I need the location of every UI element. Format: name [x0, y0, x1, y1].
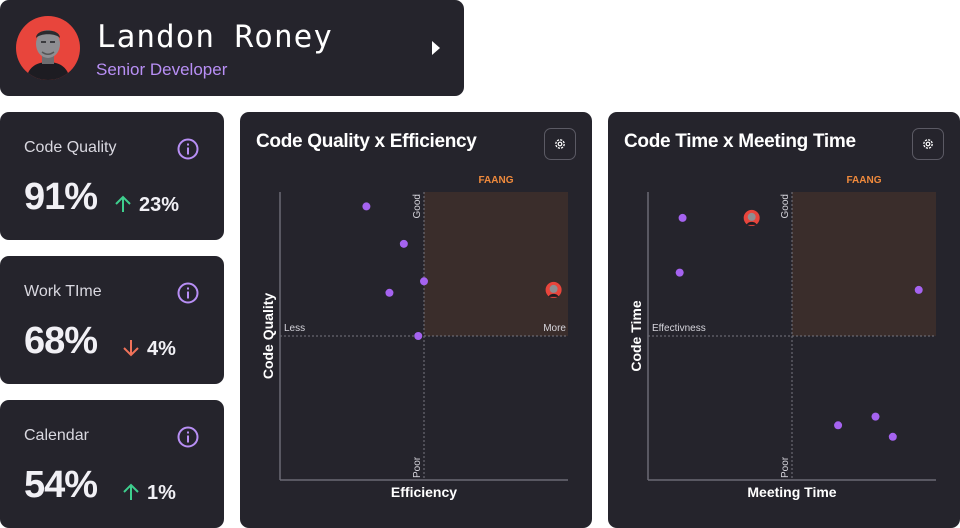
chart-settings-button[interactable]	[912, 128, 944, 160]
y-axis-label: Code Quality	[260, 293, 276, 380]
info-icon[interactable]	[177, 282, 199, 304]
y-high-marker: Good	[412, 194, 423, 218]
arrow-down-icon	[123, 340, 139, 357]
x-high-marker: More	[543, 323, 566, 334]
user-name: Landon Roney	[97, 19, 333, 55]
metric-delta: 4%	[147, 338, 176, 360]
highlighted-user-marker[interactable]	[743, 209, 760, 226]
x-low-marker: Effectivness	[652, 323, 706, 334]
highlighted-user-marker[interactable]	[545, 281, 562, 298]
scatter-point[interactable]	[888, 432, 897, 441]
metric-label: Code Quality	[24, 139, 117, 156]
chevron-right-icon[interactable]	[430, 39, 442, 57]
metric-delta: 23%	[139, 194, 180, 216]
profile-card[interactable]: Landon Roney Senior Developer	[0, 0, 464, 96]
metric-value: 91%	[24, 176, 98, 218]
chart-title: Code Quality x Efficiency	[256, 131, 477, 152]
info-icon[interactable]	[177, 138, 199, 160]
faang-quadrant	[424, 192, 568, 336]
marker-avatar-face	[549, 284, 558, 293]
gear-icon	[555, 139, 565, 149]
metric-value: 68%	[24, 320, 98, 362]
y-high-marker: Good	[780, 194, 791, 218]
marker-avatar-body	[548, 293, 559, 297]
metric-label: Calendar	[24, 427, 89, 444]
quadrant-label: FAANG	[847, 175, 882, 186]
chart-title: Code Time x Meeting Time	[624, 131, 856, 152]
chart-card-quality-efficiency: Code Quality x Efficiency FAANG Less Mor…	[240, 112, 592, 528]
gear-icon	[923, 139, 933, 149]
metric-label: Work TIme	[24, 283, 102, 300]
user-role: Senior Developer	[96, 60, 228, 79]
y-low-marker: Poor	[412, 456, 423, 478]
scatter-point[interactable]	[414, 332, 423, 340]
faang-quadrant	[792, 192, 936, 336]
metric-card-work-time: Work TIme 68% 4%	[0, 256, 224, 384]
metric-card-calendar: Calendar 54% 1%	[0, 400, 224, 528]
scatter-point[interactable]	[420, 277, 428, 286]
scatter-plot: FAANG Less More Good Poor Efficiency Cod…	[260, 175, 568, 500]
scatter-point[interactable]	[362, 202, 371, 211]
quadrant-label: FAANG	[479, 175, 514, 186]
x-axis-label: Efficiency	[391, 484, 457, 500]
scatter-point[interactable]	[871, 412, 880, 421]
scatter-plot: FAANG Effectivness Good Poor Meeting Tim…	[628, 175, 936, 500]
scatter-point[interactable]	[385, 288, 394, 297]
x-low-marker: Less	[284, 323, 305, 334]
metric-delta: 1%	[147, 482, 176, 504]
marker-avatar-face	[747, 212, 756, 221]
scatter-point[interactable]	[399, 239, 408, 248]
x-axis-label: Meeting Time	[747, 484, 836, 500]
y-low-marker: Poor	[780, 456, 791, 478]
chart-card-code-meeting: Code Time x Meeting Time FAANG Effectivn…	[608, 112, 960, 528]
avatar	[16, 16, 80, 80]
scatter-point[interactable]	[675, 268, 684, 277]
arrow-up-icon	[123, 483, 139, 500]
metric-card-code-quality: Code Quality 91% 23%	[0, 112, 224, 240]
scatter-point[interactable]	[834, 421, 843, 430]
y-axis-label: Code Time	[628, 300, 644, 372]
scatter-point[interactable]	[678, 213, 687, 222]
marker-avatar-body	[746, 221, 757, 225]
arrow-up-icon	[115, 195, 131, 212]
metric-value: 54%	[24, 464, 98, 506]
info-icon[interactable]	[177, 426, 199, 448]
chart-settings-button[interactable]	[544, 128, 576, 160]
scatter-point[interactable]	[914, 285, 923, 294]
